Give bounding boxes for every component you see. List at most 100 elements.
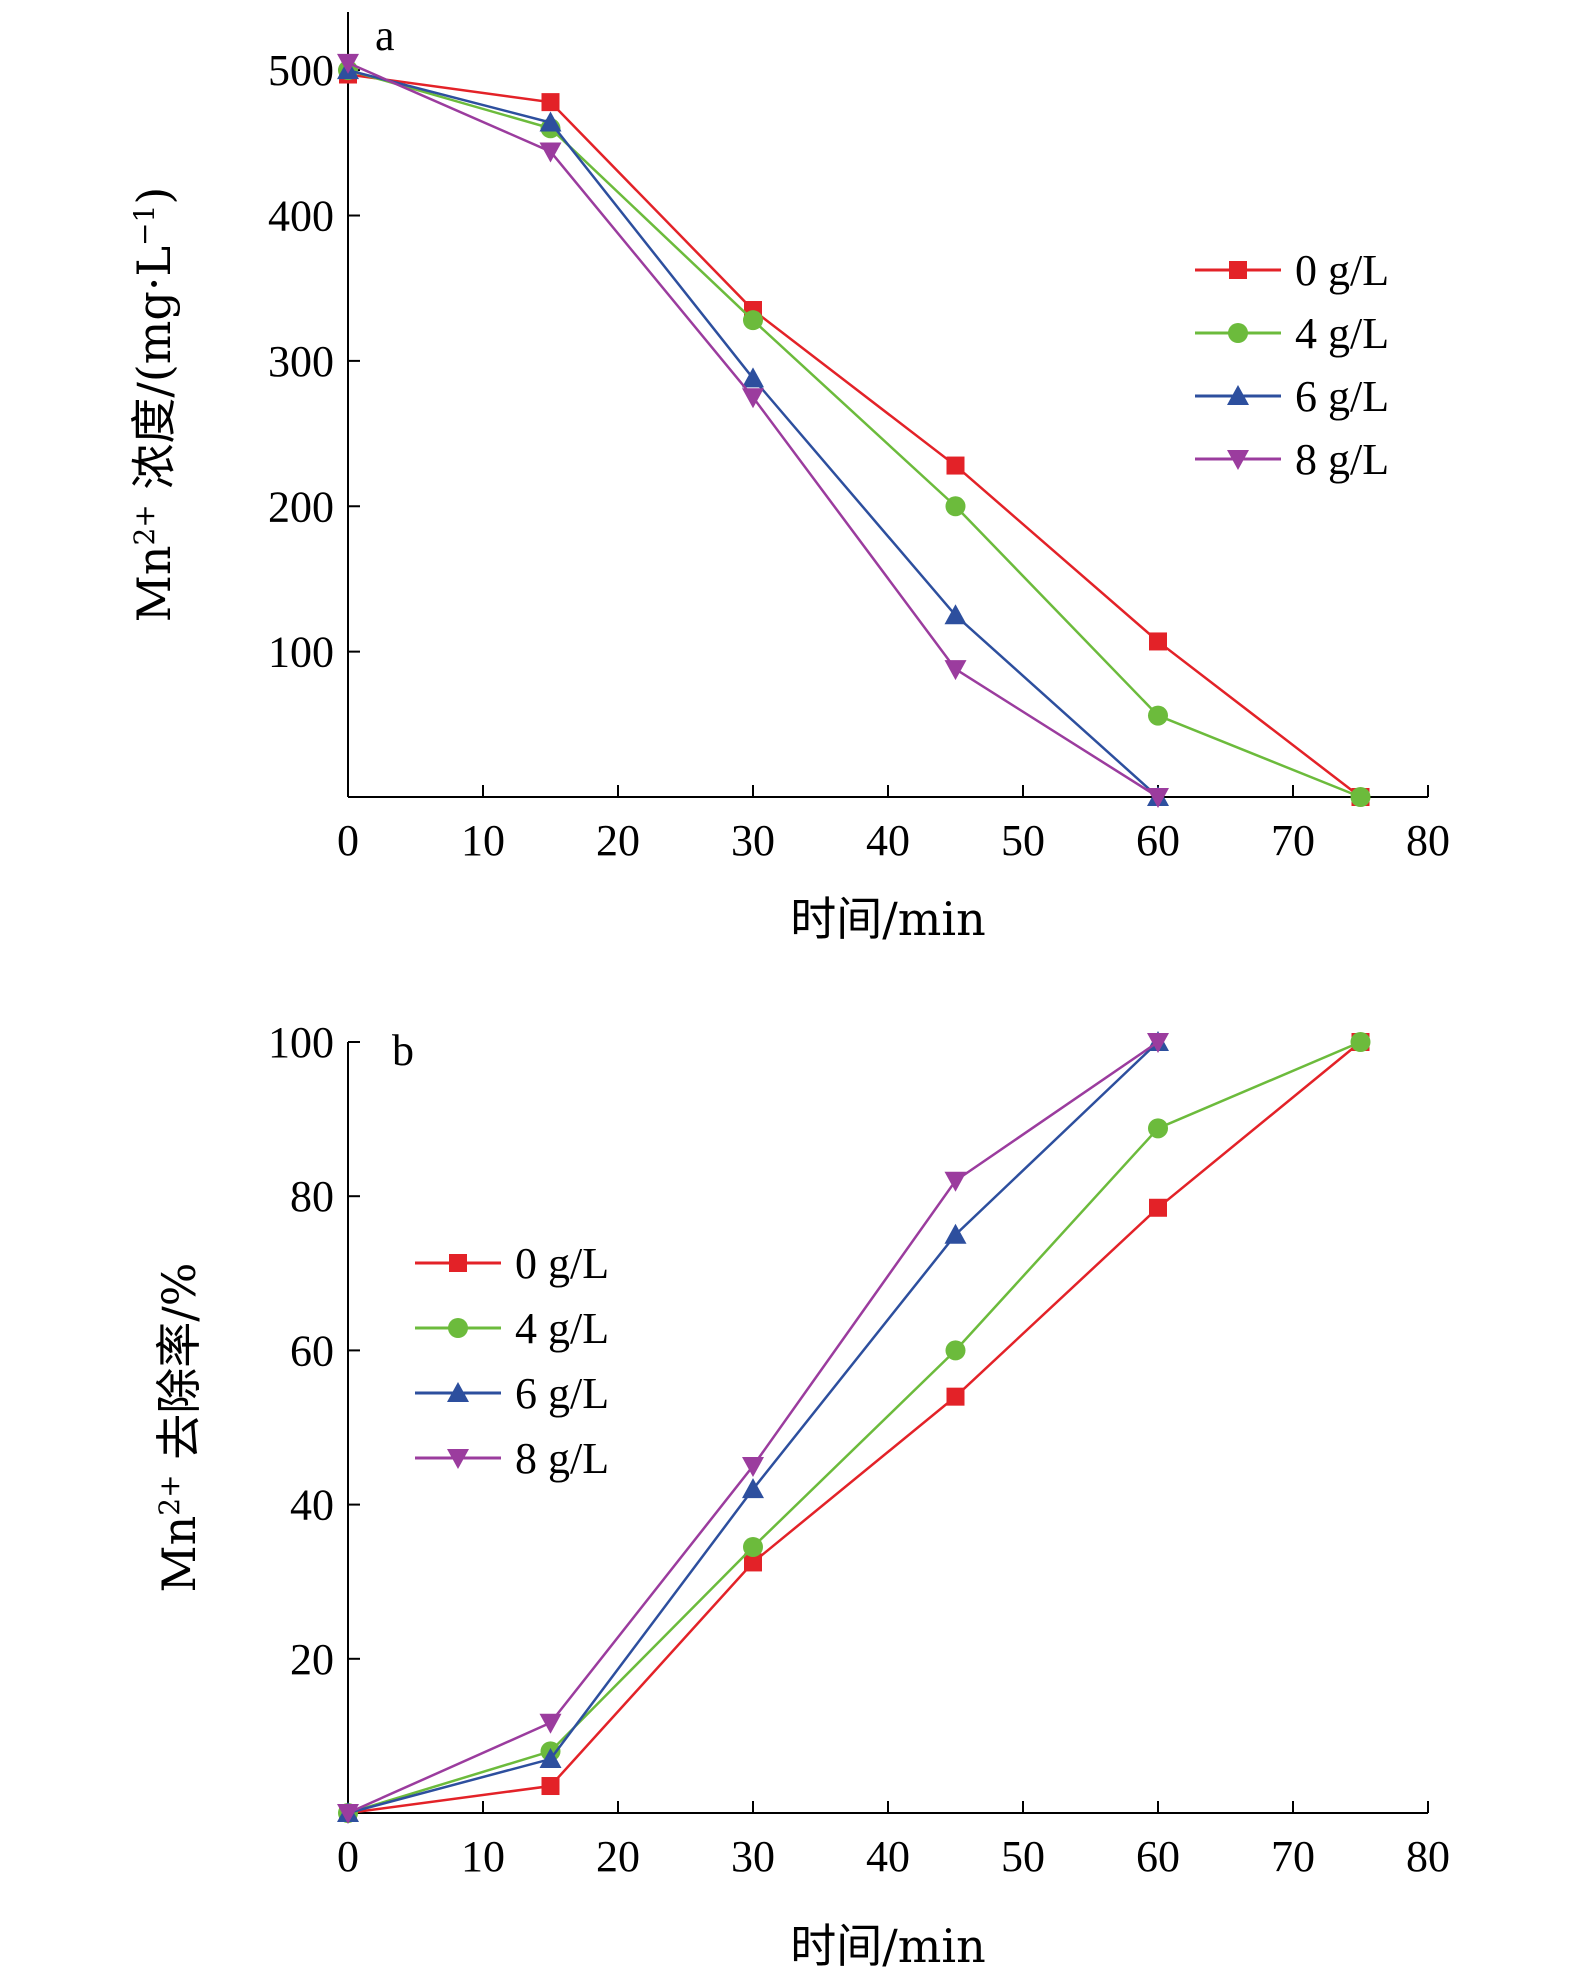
legend-marker: [1227, 385, 1249, 405]
x-tick-label: 40: [866, 1832, 910, 1881]
data-point-marker: [742, 388, 764, 409]
series-line: [347, 68, 1159, 798]
series-8-g-l: [337, 1033, 1169, 1824]
series-6-g-l: [337, 59, 1169, 806]
data-point-marker: [742, 1478, 764, 1499]
x-tick-label: 70: [1271, 816, 1315, 865]
legend-label: 0 g/L: [515, 1239, 609, 1288]
x-axis-title: 时间/min: [790, 1919, 985, 1973]
legend-marker: [1229, 261, 1247, 279]
data-point-marker: [539, 1713, 562, 1734]
x-tick-label: 10: [461, 816, 505, 865]
data-point-marker: [539, 111, 562, 132]
data-point-marker: [541, 93, 560, 112]
x-tick-label: 20: [596, 1832, 640, 1881]
data-point-marker: [944, 1171, 967, 1192]
legend-entry: 0 g/L: [415, 1239, 609, 1288]
legend-marker: [449, 1254, 467, 1272]
y-tick-label: 100: [268, 628, 334, 677]
series-0-g-l: [339, 1033, 1370, 1822]
legend-label: 4 g/L: [1295, 309, 1389, 358]
x-tick-label: 30: [731, 816, 775, 865]
legend-entry: 8 g/L: [415, 1434, 609, 1483]
series-4-g-l: [338, 1032, 1371, 1823]
legend-marker: [448, 1318, 468, 1338]
data-point-marker: [1147, 788, 1169, 808]
x-tick-label: 80: [1406, 1832, 1450, 1881]
data-point-marker: [945, 496, 966, 517]
series-line: [347, 73, 1362, 798]
data-point-marker: [1147, 1033, 1169, 1053]
series-4-g-l: [338, 60, 1371, 807]
legend-label: 6 g/L: [1295, 372, 1389, 421]
panel-label: a: [375, 11, 395, 60]
x-tick-label: 40: [866, 816, 910, 865]
x-tick-label: 30: [731, 1832, 775, 1881]
legend-entry: 6 g/L: [1195, 372, 1389, 421]
y-tick-label: 80: [290, 1172, 334, 1221]
y-tick-label: 60: [290, 1326, 334, 1375]
y-tick-label: 200: [268, 482, 334, 531]
series-6-g-l: [337, 1031, 1169, 1822]
data-point-marker: [744, 1553, 762, 1572]
x-axis-title: 时间/min: [790, 892, 985, 946]
x-tick-label: 60: [1136, 816, 1180, 865]
data-point-marker: [1149, 1198, 1167, 1217]
series-line: [347, 1041, 1362, 1815]
legend-entry: 8 g/L: [1195, 435, 1389, 484]
data-point-marker: [337, 53, 359, 74]
data-point-marker: [1350, 1032, 1371, 1052]
legend-label: 4 g/L: [515, 1304, 609, 1353]
legend-marker: [447, 1382, 469, 1402]
legend-marker: [1227, 450, 1249, 470]
y-tick-label: 400: [268, 192, 334, 241]
x-tick-label: 50: [1001, 1832, 1045, 1881]
data-point-marker: [743, 1537, 763, 1558]
series-line: [347, 1040, 1361, 1815]
x-tick-label: 20: [596, 816, 640, 865]
y-tick-label: 300: [268, 337, 334, 386]
x-tick-label: 10: [461, 1832, 505, 1881]
chart-panel-a: 0 10 20 30 40 50 60 70 80 100 200 300 400 500 a 时间/min M…: [127, 11, 1450, 946]
series-0-g-l: [339, 65, 1370, 806]
data-point-marker: [946, 1387, 965, 1406]
data-point-marker: [1149, 632, 1167, 651]
data-point-marker: [944, 660, 967, 681]
data-point-marker: [1350, 787, 1371, 807]
x-tick-label: 70: [1271, 1832, 1315, 1881]
data-point-marker: [541, 1777, 560, 1796]
data-point-marker: [337, 1804, 359, 1824]
data-point-marker: [946, 456, 965, 475]
y-tick-label: 500: [268, 46, 334, 95]
series-line: [347, 1041, 1159, 1815]
data-point-marker: [1148, 705, 1168, 726]
y-tick-label: 40: [290, 1481, 334, 1530]
legend-label: 6 g/L: [515, 1369, 609, 1418]
legend-marker: [447, 1449, 469, 1469]
x-tick-label: 60: [1136, 1832, 1180, 1881]
data-point-marker: [539, 142, 562, 163]
legend-entry: 4 g/L: [415, 1304, 609, 1353]
legend-marker: [1228, 323, 1248, 343]
legend-entry: 6 g/L: [415, 1369, 609, 1418]
x-tick-label: 50: [1001, 816, 1045, 865]
data-point-marker: [1148, 1118, 1168, 1139]
x-tick-label: 0: [337, 1832, 359, 1881]
data-point-marker: [743, 310, 763, 331]
y-tick-label: 20: [290, 1635, 334, 1684]
y-axis-title: Mn2+ 去除率/%: [152, 1263, 206, 1593]
series-8-g-l: [337, 53, 1169, 808]
legend-label: 8 g/L: [515, 1434, 609, 1483]
data-point-marker: [944, 1223, 967, 1244]
data-point-marker: [539, 1748, 562, 1769]
chart-panel-b: 0 10 20 30 40 50 60 70 80 20 40 60 80 100 b 时间/min Mn2+ …: [152, 1018, 1450, 1973]
legend-entry: 4 g/L: [1195, 309, 1389, 358]
legend-entry: 0 g/L: [1195, 246, 1389, 295]
y-axis-title: Mn2+ 浓度/(mg·L−1): [127, 187, 181, 623]
data-point-marker: [944, 604, 967, 625]
data-point-marker: [742, 1457, 764, 1478]
legend-label: 8 g/L: [1295, 435, 1389, 484]
legend-label: 0 g/L: [1295, 246, 1389, 295]
panel-label: b: [392, 1026, 414, 1075]
